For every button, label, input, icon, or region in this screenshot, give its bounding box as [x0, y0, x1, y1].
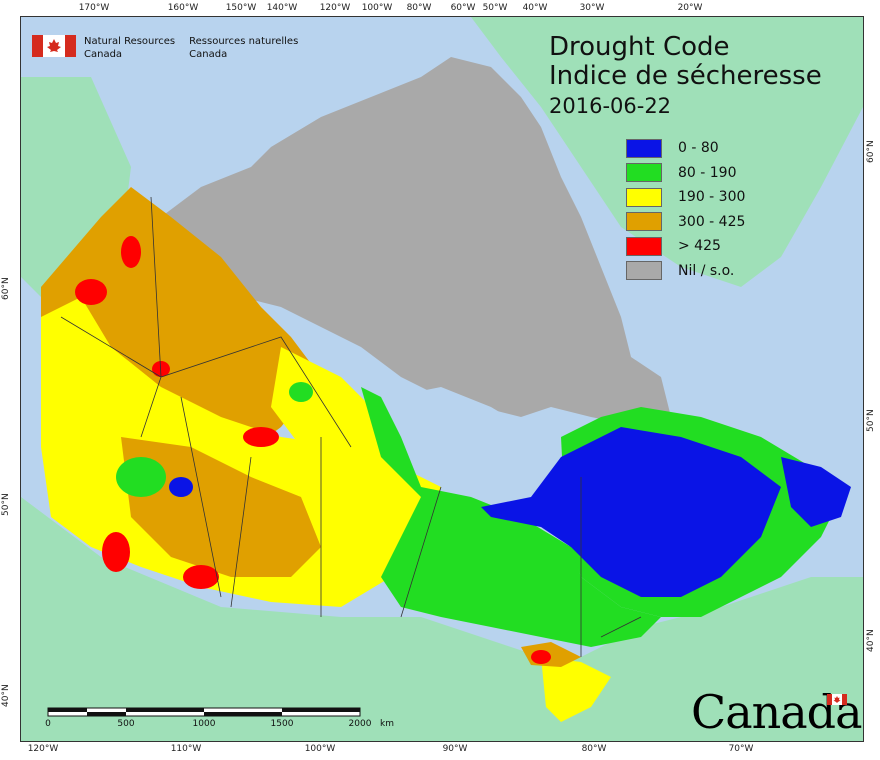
- hotspot-alberta: [183, 565, 219, 589]
- hotspot-yukon: [75, 279, 107, 305]
- hotspot-nwt: [152, 361, 170, 377]
- legend-label: Nil / s.o.: [678, 262, 735, 279]
- axis-tick-top: 80°W: [406, 3, 432, 13]
- region-ontario-south-yellow: [541, 657, 611, 722]
- title-english: Drought Code: [549, 32, 730, 62]
- title-block: Drought Code Indice de sécheresse 2016-0…: [549, 33, 822, 120]
- axis-tick-top: 100°W: [361, 3, 393, 13]
- legend-label: 300 - 425: [678, 213, 746, 230]
- hotspot-nw: [121, 236, 141, 268]
- axis-tick-top: 160°W: [167, 3, 199, 13]
- legend-swatch: [626, 261, 662, 281]
- scale-bar: 0 500 1000 1500 2000 km: [45, 705, 394, 733]
- axis-tick-bottom: 120°W: [27, 744, 59, 754]
- axis-tick-left: 50°N: [1, 493, 11, 516]
- axis-tick-top: 20°W: [677, 3, 703, 13]
- axis-tick-top: 60°W: [450, 3, 476, 13]
- region-prairies-orange: [121, 437, 321, 577]
- greenland-land: [471, 17, 863, 287]
- axis-tick-top: 150°W: [225, 3, 257, 13]
- patch-nwt-green: [289, 382, 313, 402]
- hotspot-ontario: [531, 650, 551, 664]
- legend-item: 0 - 80: [626, 136, 745, 161]
- agency-name-fr: Ressources naturelles Canada: [189, 36, 299, 60]
- region-west-yellow: [41, 297, 441, 607]
- canada-flag-icon: [32, 35, 76, 57]
- axis-tick-right: 60°N: [866, 140, 876, 163]
- legend-item: 190 - 300: [626, 185, 745, 210]
- hotspot-gsl: [243, 427, 279, 447]
- legend-item: 80 - 190: [626, 161, 745, 186]
- scale-label: 0: [45, 719, 51, 729]
- boundary-lines: [60, 196, 642, 657]
- axis-tick-top: 140°W: [266, 3, 298, 13]
- axis-tick-bottom: 80°W: [581, 744, 607, 754]
- hotspot-bc-south: [102, 532, 130, 572]
- axis-tick-left: 60°N: [1, 277, 11, 300]
- legend-swatch: [626, 163, 662, 183]
- patch-bc-green: [116, 457, 166, 497]
- legend-swatch: [626, 138, 662, 158]
- patch-alberta-blue: [169, 477, 193, 497]
- axis-tick-bottom: 90°W: [442, 744, 468, 754]
- legend: 0 - 80 80 - 190 190 - 300 300 - 425 > 42…: [626, 136, 745, 283]
- map-date: 2016-06-22: [549, 94, 672, 118]
- axis-tick-left: 40°N: [1, 684, 11, 707]
- legend-item: > 425: [626, 234, 745, 259]
- legend-label: > 425: [678, 238, 721, 255]
- wordmark-flag-icon: [827, 694, 847, 705]
- legend-label: 80 - 190: [678, 164, 737, 181]
- scale-label: 2000: [348, 719, 372, 729]
- axis-tick-bottom: 70°W: [728, 744, 754, 754]
- title-french: Indice de sécheresse: [549, 61, 822, 91]
- legend-swatch: [626, 187, 662, 207]
- legend-swatch: [626, 236, 662, 256]
- scale-label: 1000: [192, 719, 216, 729]
- legend-label: 190 - 300: [678, 189, 746, 206]
- axis-tick-top: 50°W: [482, 3, 508, 13]
- region-labrador-blue: [781, 457, 851, 527]
- axis-tick-top: 30°W: [579, 3, 605, 13]
- axis-tick-right: 40°N: [866, 629, 876, 652]
- region-quebec-blue: [481, 427, 781, 597]
- scale-label: 1500: [270, 719, 294, 729]
- hudson-bay: [391, 387, 566, 527]
- axis-tick-top: 120°W: [319, 3, 351, 13]
- legend-swatch: [626, 212, 662, 232]
- axis-tick-top: 40°W: [522, 3, 548, 13]
- legend-item: Nil / s.o.: [626, 259, 745, 284]
- scale-label: 500: [117, 719, 135, 729]
- region-north-yellow: [271, 347, 401, 467]
- axis-tick-bottom: 110°W: [170, 744, 202, 754]
- agency-name-en: Natural Resources Canada: [84, 36, 176, 60]
- nrcan-signature: Natural Resources Canada Ressources natu…: [32, 35, 298, 61]
- scale-unit: km: [380, 719, 394, 729]
- legend-item: 300 - 425: [626, 210, 745, 235]
- axis-tick-bottom: 100°W: [304, 744, 336, 754]
- axis-tick-top: 170°W: [78, 3, 110, 13]
- scale-bar-graphic: [47, 707, 361, 717]
- map-frame: Drought Code Indice de sécheresse 2016-0…: [20, 16, 864, 742]
- axis-tick-right: 50°N: [866, 409, 876, 432]
- arctic-islands: [161, 57, 671, 427]
- usa-land: [21, 497, 863, 741]
- legend-label: 0 - 80: [678, 140, 719, 157]
- drought-map: [21, 17, 863, 741]
